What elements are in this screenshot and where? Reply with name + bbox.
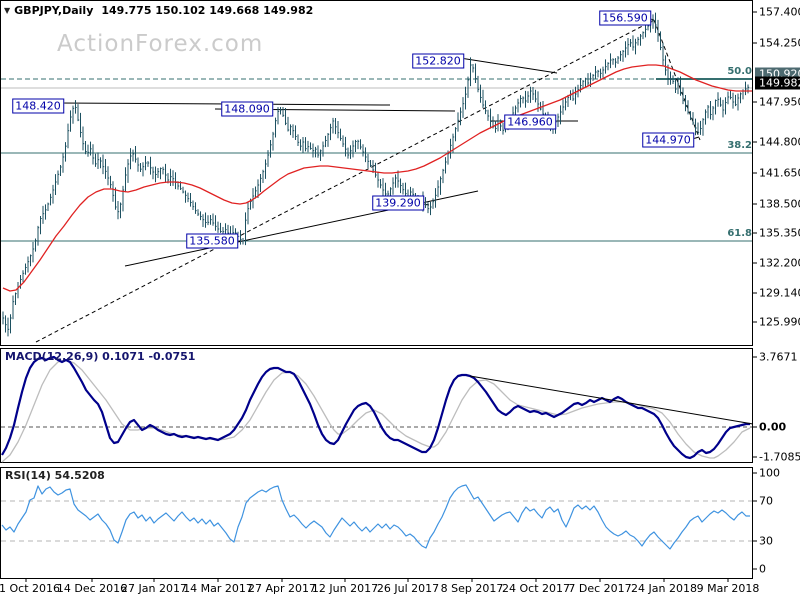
- price-label-146.960: 146.960: [504, 114, 556, 130]
- main-y-label-147.950: 147.950: [759, 95, 800, 109]
- x-axis-label: 7 Dec 2017: [568, 582, 632, 595]
- x-axis-label: 9 Mar 2018: [696, 582, 760, 595]
- macd-y-label--1.7085: -1.7085: [759, 450, 800, 464]
- fib-label-38.2: 38.2: [727, 140, 752, 151]
- macd-signal-line: [1, 359, 751, 463]
- price-label-148.420: 148.420: [12, 98, 64, 114]
- macd-indicator-label: MACD(12,26,9) 0.1071 -0.0751: [5, 350, 196, 363]
- x-axis-label: 26 Jul 2017: [376, 582, 440, 595]
- main-y-label-154.250: 154.250: [759, 36, 800, 50]
- fib-label-50.0: 50.0: [727, 66, 752, 77]
- collapse-triangle-icon[interactable]: ▼: [4, 6, 11, 15]
- level-line-2: [459, 57, 558, 74]
- main-y-label-157.400: 157.400: [759, 5, 800, 19]
- main-y-label-125.990: 125.990: [759, 315, 800, 329]
- price-label-152.820: 152.820: [412, 53, 464, 69]
- x-axis-label: 27 Apr 2017: [247, 582, 317, 595]
- main-y-label-129.140: 129.140: [759, 286, 800, 300]
- macd-trendline: [469, 375, 754, 425]
- macd-main-line: [1, 355, 750, 460]
- macd-y-label-3.7671: 3.7671: [759, 350, 798, 364]
- fib-label-61.8: 61.8: [727, 228, 752, 239]
- ohlc-values: 149.775 150.102 149.668 149.982: [101, 4, 314, 17]
- macd-y-label-0.00: 0.00: [759, 420, 787, 434]
- chart-legend: ▼ GBPJPY,Daily 149.775 150.102 149.668 149…: [4, 5, 313, 16]
- x-axis-label: 14 Dec 2016: [56, 582, 128, 595]
- rsi-y-label-30: 30: [759, 534, 773, 548]
- price-label-139.290: 139.290: [372, 195, 424, 211]
- main-y-label-132.200: 132.200: [759, 256, 800, 270]
- price-label-156.590: 156.590: [599, 10, 651, 26]
- x-axis-label: 31 Oct 2016: [0, 582, 61, 595]
- price-label-135.580: 135.580: [186, 233, 238, 249]
- main-y-label-138.500: 138.500: [759, 197, 800, 211]
- x-axis-label: 8 Sep 2017: [440, 582, 504, 595]
- main-y-label-135.350: 135.350: [759, 226, 800, 240]
- axis-highlight-149.982: 149.982: [755, 76, 800, 90]
- watermark: ActionForex.com: [57, 31, 264, 57]
- rsi-panel-border: [0, 467, 753, 579]
- x-axis-label: 24 Oct 2017: [501, 582, 571, 595]
- price-label-148.090: 148.090: [221, 101, 273, 117]
- main-y-label-141.650: 141.650: [759, 166, 800, 180]
- rsi-y-label-100: 100: [759, 466, 780, 480]
- moving-average-line: [2, 64, 752, 292]
- x-axis-label: 24 Jan 2018: [631, 582, 697, 595]
- x-axis-label: 14 Mar 2017: [183, 582, 253, 595]
- rsi-y-label-0: 0: [759, 562, 766, 576]
- main-y-label-144.800: 144.800: [759, 135, 800, 149]
- symbol-period-label: GBPJPY,Daily: [14, 4, 94, 17]
- rsi-y-label-70: 70: [759, 494, 773, 508]
- x-axis-label: 27 Jan 2017: [121, 582, 187, 595]
- price-label-144.970: 144.970: [642, 132, 694, 148]
- dashed-trendline-1: [653, 19, 701, 141]
- x-axis-label: 12 Jun 2017: [311, 582, 379, 595]
- dashed-trendline-0: [35, 19, 655, 343]
- rsi-indicator-label: RSI(14) 54.5208: [5, 469, 105, 482]
- rsi-line: [1, 484, 750, 550]
- macd-panel-border: [0, 348, 753, 463]
- main-panel-border: [0, 0, 753, 346]
